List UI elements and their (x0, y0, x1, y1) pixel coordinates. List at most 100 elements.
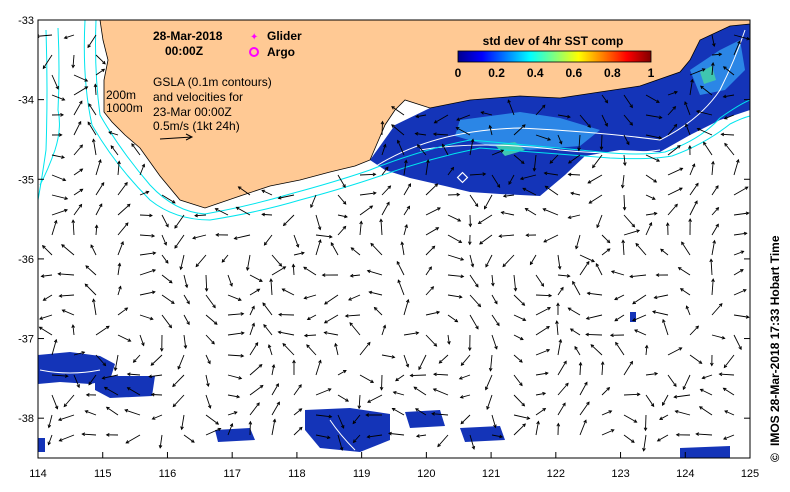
velocity-arrow (51, 154, 65, 159)
velocity-arrow (570, 191, 581, 196)
imos-credit: IMOS 28-Mar-2018 17:33 Hobart Time (768, 235, 782, 446)
velocity-arrow (711, 206, 720, 216)
velocity-arrow (180, 414, 185, 431)
velocity-arrow (425, 334, 438, 347)
velocity-arrow (41, 245, 53, 256)
velocity-arrow (271, 363, 276, 376)
velocity-arrow (632, 294, 647, 305)
colorbar-tick-label: 0.2 (488, 66, 505, 80)
velocity-arrow (733, 334, 742, 351)
velocity-arrow (659, 414, 669, 420)
velocity-arrow (73, 100, 83, 116)
velocity-arrow (139, 234, 156, 238)
velocity-arrow (87, 34, 97, 49)
velocity-arrow (623, 154, 627, 167)
velocity-arrow (480, 111, 493, 116)
velocity-arrow (447, 166, 455, 176)
velocity-arrow (535, 104, 546, 116)
lon-tick-label: 121 (482, 468, 500, 480)
velocity-arrow (513, 294, 526, 306)
velocity-arrow (373, 306, 383, 316)
velocity-arrow (277, 330, 295, 336)
lat-tick-label: -33 (18, 15, 34, 27)
velocity-arrow (249, 342, 259, 356)
velocity-arrow (57, 272, 75, 276)
sst-patch-speck (630, 312, 636, 322)
lon-tick-label: 116 (159, 468, 177, 480)
velocity-arrow (579, 254, 595, 263)
velocity-arrow (292, 359, 296, 376)
velocity-arrow (479, 234, 493, 245)
velocity-arrow (139, 190, 150, 196)
velocity-arrow (357, 394, 362, 410)
velocity-arrow (733, 231, 748, 236)
velocity-arrow (718, 372, 735, 377)
velocity-arrow (567, 307, 581, 316)
velocity-arrow (227, 411, 238, 416)
velocity-arrow (667, 145, 681, 156)
velocity-arrow (51, 133, 63, 137)
velocity-arrow (733, 250, 745, 256)
velocity-arrow (110, 145, 119, 156)
velocity-arrow (579, 381, 588, 396)
velocity-arrow (679, 288, 691, 296)
lon-tick-label: 123 (611, 468, 629, 480)
velocity-arrow (95, 68, 106, 76)
velocity-arrow (403, 224, 408, 236)
velocity-arrow (132, 354, 141, 363)
velocity-arrow (409, 373, 427, 378)
velocity-arrow (469, 294, 482, 308)
velocity-arrow (572, 280, 581, 296)
velocity-arrow (139, 251, 157, 256)
velocity-arrow (368, 290, 383, 296)
velocity-arrow (491, 274, 495, 287)
velocity-arrow (711, 185, 719, 196)
velocity-arrow (469, 194, 479, 208)
velocity-arrow (71, 54, 76, 69)
velocity-arrow (403, 331, 420, 336)
velocity-arrow (391, 124, 405, 136)
velocity-arrow (263, 234, 273, 246)
velocity-arrow (441, 143, 449, 156)
velocity-arrow (204, 274, 209, 292)
velocity-arrow (117, 203, 131, 216)
velocity-arrow (645, 194, 656, 200)
gsla-contours (39, 29, 746, 451)
velocity-arrow (535, 420, 540, 436)
velocity-arrow (525, 233, 537, 238)
velocity-arrow (601, 234, 611, 244)
time-label: 00:00Z (165, 44, 203, 58)
velocity-arrow (293, 384, 302, 396)
velocity-arrow (95, 54, 106, 65)
velocity-arrow (85, 393, 97, 397)
velocity-arrow (39, 314, 53, 320)
velocity-arrow (685, 305, 691, 316)
velocity-arrow (73, 188, 84, 196)
colorbar-tick-label: 0.4 (527, 66, 544, 80)
velocity-arrow (161, 214, 169, 228)
velocity-arrow (623, 392, 641, 397)
velocity-arrow (513, 394, 526, 407)
colorbar: std dev of 4hr SST comp 0 0.2 0.4 0.6 0.8 1 (455, 34, 655, 80)
velocity-arrow (227, 374, 243, 380)
velocity-arrow (645, 94, 660, 103)
velocity-arrow (513, 314, 527, 321)
velocity-arrow (396, 139, 405, 156)
velocity-arrow (73, 120, 82, 136)
velocity-arrow (722, 387, 735, 396)
velocity-arrow (359, 341, 371, 356)
date-label: 28-Mar-2018 (153, 29, 223, 43)
velocity-arrow (271, 254, 283, 267)
plot-frame (37, 19, 751, 459)
velocity-arrow (569, 328, 581, 336)
velocity-arrow (87, 121, 97, 136)
velocity-arrow (349, 273, 361, 278)
velocity-arrows (38, 34, 750, 452)
velocity-arrow (391, 106, 405, 116)
velocity-arrow (359, 205, 374, 216)
velocity-arrow (458, 374, 471, 380)
sst-patch-south-c (215, 428, 255, 442)
velocity-arrow (51, 74, 59, 90)
velocity-arrow (623, 214, 636, 228)
velocity-arrow (117, 160, 121, 176)
